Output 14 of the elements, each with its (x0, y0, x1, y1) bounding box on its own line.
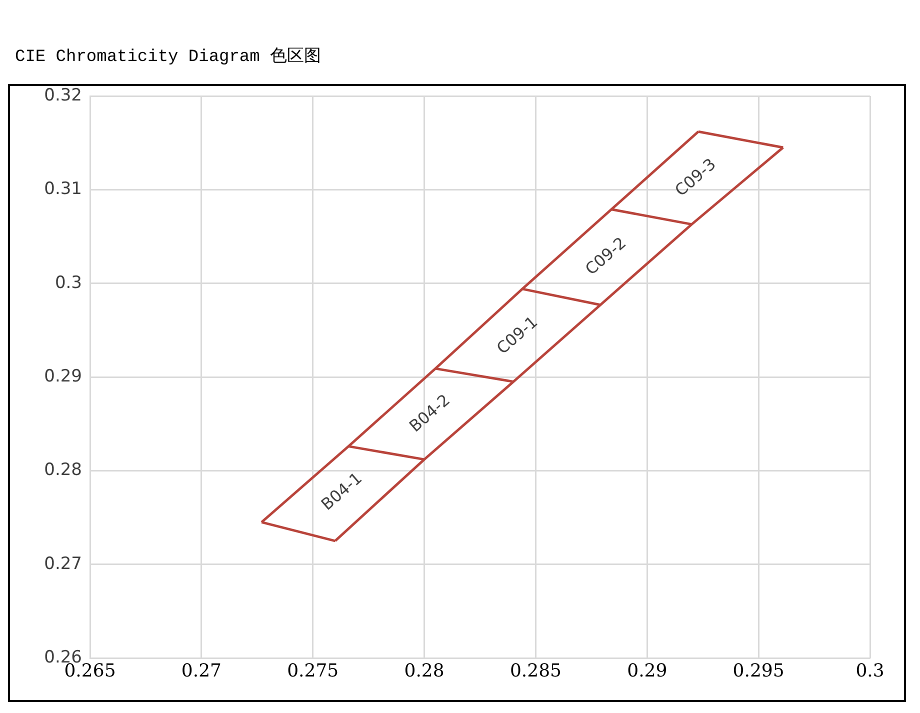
y-tick-label: 0.29 (44, 366, 82, 386)
x-tick-label: 0.285 (510, 660, 562, 682)
x-tick-label: 0.27 (181, 660, 222, 682)
x-tick-label: 0.28 (404, 660, 444, 682)
x-tick-label: 0.3 (856, 660, 884, 682)
y-tick-label: 0.3 (54, 272, 82, 293)
y-tick-label: 0.28 (44, 460, 82, 480)
chart-title: CIE Chromaticity Diagram 色区图 (15, 46, 322, 67)
x-tick-label: 0.295 (732, 660, 784, 682)
y-tick-label: 0.31 (44, 179, 82, 200)
x-tick-label: 0.29 (627, 660, 668, 682)
y-tick-label: 0.32 (44, 85, 82, 106)
y-tick-label: 0.27 (44, 554, 82, 574)
x-tick-label: 0.275 (287, 660, 339, 682)
